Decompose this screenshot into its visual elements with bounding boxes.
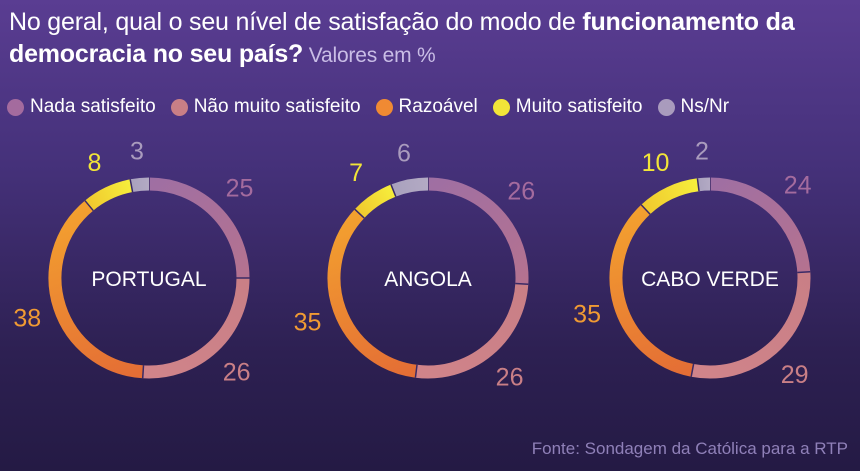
segment-separator xyxy=(390,184,397,197)
segment-separator xyxy=(141,365,145,379)
value-label: 24 xyxy=(784,172,812,200)
donut-segment-cabo-verde-0 xyxy=(709,177,811,273)
country-label: ANGOLA xyxy=(384,268,472,291)
legend-label-nada: Nada satisfeito xyxy=(30,96,156,117)
value-label: 6 xyxy=(397,139,411,167)
donut-segment-angola-0 xyxy=(427,177,529,285)
segment-separator xyxy=(414,364,418,378)
source-note: Fonte: Sondagem da Católica para a RTP xyxy=(531,439,848,458)
donut-segment-cabo-verde-3 xyxy=(641,178,700,215)
title-text: No geral, qual o seu nível de satisfação… xyxy=(9,8,583,36)
donut-segment-cabo-verde-2 xyxy=(609,204,694,377)
legend-swatch-nada xyxy=(7,98,24,116)
donut-segment-angola-4 xyxy=(391,177,429,197)
value-label: 10 xyxy=(642,149,670,177)
legend-item-nsnr: Ns/Nr xyxy=(657,96,730,118)
donut-segment-angola-1 xyxy=(415,283,529,379)
value-label: 2 xyxy=(695,137,709,165)
donut-segment-portugal-0 xyxy=(148,177,250,279)
legend-item-nada: Nada satisfeito xyxy=(7,96,156,118)
donut-segment-portugal-1 xyxy=(142,277,250,379)
legend-swatch-razoavel xyxy=(375,98,393,116)
legend: Nada satisfeito Não muito satisfeito Raz… xyxy=(7,95,744,119)
legend-label-nao-muito: Não muito satisfeito xyxy=(193,96,361,117)
segment-separator xyxy=(797,270,811,274)
donut-segment-portugal-4 xyxy=(130,177,150,193)
donut-segment-cabo-verde-1 xyxy=(691,271,811,379)
donut-segment-portugal-3 xyxy=(84,179,133,211)
donut-segment-portugal-2 xyxy=(48,200,144,379)
value-label: 3 xyxy=(130,138,144,166)
title-bold-1: funcionamento da xyxy=(582,8,795,36)
donut-segment-angola-2 xyxy=(327,209,418,378)
legend-label-razoavel: Razoável xyxy=(398,96,478,117)
segment-separator xyxy=(84,200,94,212)
title-bold-2: democracia no seu país? xyxy=(9,40,304,68)
segment-separator xyxy=(696,178,700,192)
segment-separator xyxy=(690,363,695,377)
value-label: 35 xyxy=(573,301,601,329)
country-label: CABO VERDE xyxy=(641,268,779,291)
value-label: 35 xyxy=(294,308,322,336)
title-unit: Valores em % xyxy=(303,44,436,67)
country-label: PORTUGAL xyxy=(91,268,206,291)
legend-swatch-muito xyxy=(492,98,510,116)
legend-label-nsnr: Ns/Nr xyxy=(680,96,730,117)
legend-item-muito: Muito satisfeito xyxy=(492,96,643,118)
value-label: 29 xyxy=(781,361,809,389)
legend-label-muito: Muito satisfeito xyxy=(515,96,643,117)
value-label: 26 xyxy=(223,358,251,386)
value-label: 26 xyxy=(496,364,524,392)
legend-item-razoavel: Razoável xyxy=(375,96,478,118)
legend-swatch-nao-muito xyxy=(170,98,188,116)
value-label: 26 xyxy=(507,177,535,205)
value-label: 8 xyxy=(88,149,102,177)
segment-separator xyxy=(129,179,134,193)
segment-separator xyxy=(515,282,529,286)
chart-title: No geral, qual o seu nível de satisfação… xyxy=(9,6,854,72)
legend-swatch-nsnr xyxy=(657,98,675,116)
legend-item-nao-muito: Não muito satisfeito xyxy=(170,96,361,118)
value-label: 38 xyxy=(13,305,41,333)
donut-segment-cabo-verde-4 xyxy=(697,177,711,192)
value-label: 25 xyxy=(226,174,254,202)
value-label: 7 xyxy=(349,159,363,187)
donut-segment-angola-3 xyxy=(354,184,396,219)
segment-separator xyxy=(640,204,651,215)
segment-separator xyxy=(354,208,365,219)
